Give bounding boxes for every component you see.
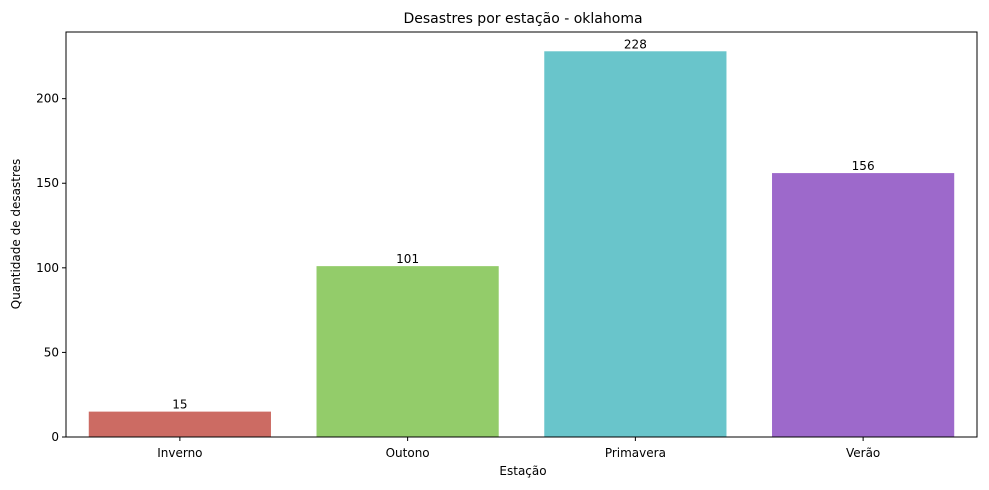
y-tick-label: 50 xyxy=(44,345,59,359)
y-tick-label: 200 xyxy=(36,92,59,106)
y-tick-label: 100 xyxy=(36,261,59,275)
y-tick-label: 150 xyxy=(36,176,59,190)
bar-inverno xyxy=(88,411,271,437)
y-tick-label: 0 xyxy=(51,430,59,444)
x-axis-label: Estação xyxy=(499,464,546,478)
bar-outono xyxy=(316,266,499,437)
bar-verão xyxy=(772,173,955,437)
data-label: 101 xyxy=(396,252,419,266)
chart-title: Desastres por estação - oklahoma xyxy=(403,11,642,27)
x-tick-label: Outono xyxy=(386,446,430,460)
data-label: 228 xyxy=(624,37,647,51)
axes-frame xyxy=(65,31,978,438)
x-tick-label: Inverno xyxy=(157,446,202,460)
x-tick-label: Primavera xyxy=(605,446,666,460)
bar-primavera xyxy=(544,51,727,437)
x-tick-label: Verão xyxy=(846,446,880,460)
plot-area: 15 101 228 156 0 50 100 150 200 Inverno Outono Prim… xyxy=(36,31,978,460)
y-axis-label: Quantidade de desastres xyxy=(9,159,23,310)
data-label: 15 xyxy=(172,398,187,412)
data-label: 156 xyxy=(852,159,875,173)
